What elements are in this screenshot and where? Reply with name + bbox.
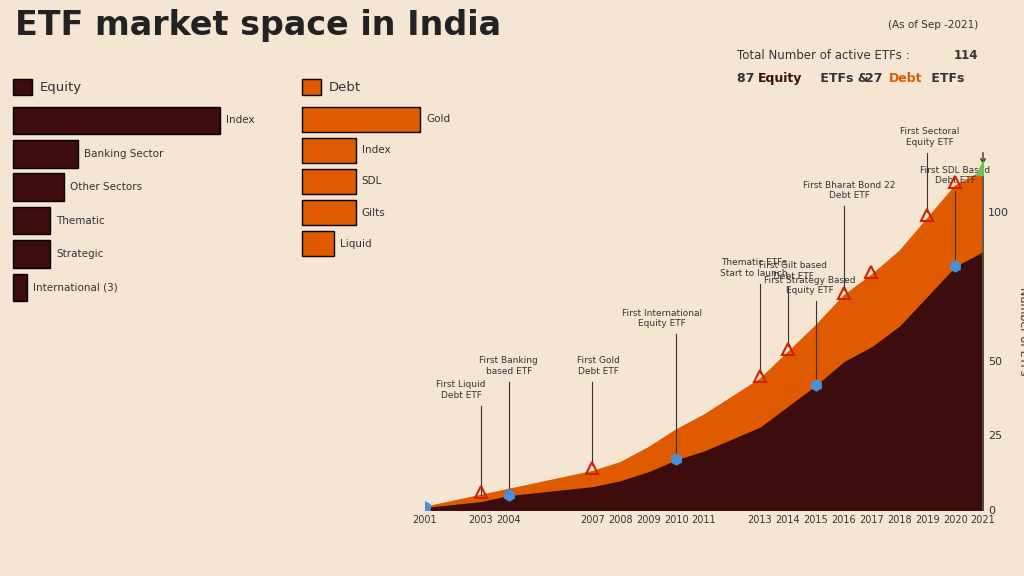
- Text: 8: 8: [38, 249, 45, 259]
- Text: 87: 87: [737, 72, 759, 85]
- Text: Gilts: Gilts: [361, 207, 385, 218]
- Text: Index: Index: [361, 145, 390, 156]
- Text: 5: 5: [343, 207, 350, 218]
- Text: Gold: Gold: [426, 114, 451, 124]
- Text: 3: 3: [322, 238, 329, 249]
- Text: Liquid: Liquid: [340, 238, 372, 249]
- Y-axis label: Number of ETFs: Number of ETFs: [1018, 287, 1024, 376]
- Text: 114: 114: [953, 49, 978, 62]
- Text: First SDL Based
Debt ETF: First SDL Based Debt ETF: [921, 166, 990, 185]
- Text: International (3): International (3): [33, 282, 118, 293]
- Text: Debt: Debt: [889, 72, 923, 85]
- Text: Debt: Debt: [329, 81, 360, 94]
- Text: SDL: SDL: [361, 176, 382, 187]
- Text: First Gold
Debt ETF: First Gold Debt ETF: [577, 357, 620, 376]
- Text: (As of Sep -2021): (As of Sep -2021): [888, 20, 978, 30]
- Text: First Strategy Based
Equity ETF: First Strategy Based Equity ETF: [764, 276, 856, 295]
- Text: 11: 11: [400, 114, 415, 124]
- Text: Thematic: Thematic: [56, 215, 104, 226]
- Text: First Liquid
Debt ETF: First Liquid Debt ETF: [436, 380, 486, 400]
- Text: 8: 8: [38, 215, 45, 226]
- Text: First Bharat Bond 22
Debt ETF: First Bharat Bond 22 Debt ETF: [803, 181, 895, 200]
- Text: Banking Sector: Banking Sector: [84, 149, 163, 159]
- Text: First Gilt based
Debt ETF: First Gilt based Debt ETF: [759, 261, 827, 281]
- Text: Other Sectors: Other Sectors: [70, 182, 142, 192]
- Text: 45: 45: [201, 115, 215, 126]
- Text: 11: 11: [44, 182, 58, 192]
- Text: 5: 5: [343, 176, 350, 187]
- Text: Total Number of active ETFs :: Total Number of active ETFs :: [737, 49, 913, 62]
- Text: Equity: Equity: [758, 72, 802, 85]
- Text: ETFs &: ETFs &: [816, 72, 873, 85]
- Text: ETF market space in India: ETF market space in India: [15, 9, 502, 41]
- Text: Strategic: Strategic: [56, 249, 103, 259]
- Text: 27: 27: [865, 72, 887, 85]
- Text: Equity: Equity: [40, 81, 82, 94]
- Text: ETFs: ETFs: [927, 72, 964, 85]
- Text: First Banking
based ETF: First Banking based ETF: [479, 357, 538, 376]
- Text: Index: Index: [226, 115, 255, 126]
- Text: First International
Equity ETF: First International Equity ETF: [623, 309, 702, 328]
- Text: Thematic ETFs
Start to launch: Thematic ETFs Start to launch: [721, 258, 788, 278]
- Text: 14: 14: [58, 149, 73, 159]
- Text: 3: 3: [14, 282, 22, 293]
- Text: 5: 5: [343, 145, 350, 156]
- Text: First Sectoral
Equity ETF: First Sectoral Equity ETF: [900, 127, 959, 147]
